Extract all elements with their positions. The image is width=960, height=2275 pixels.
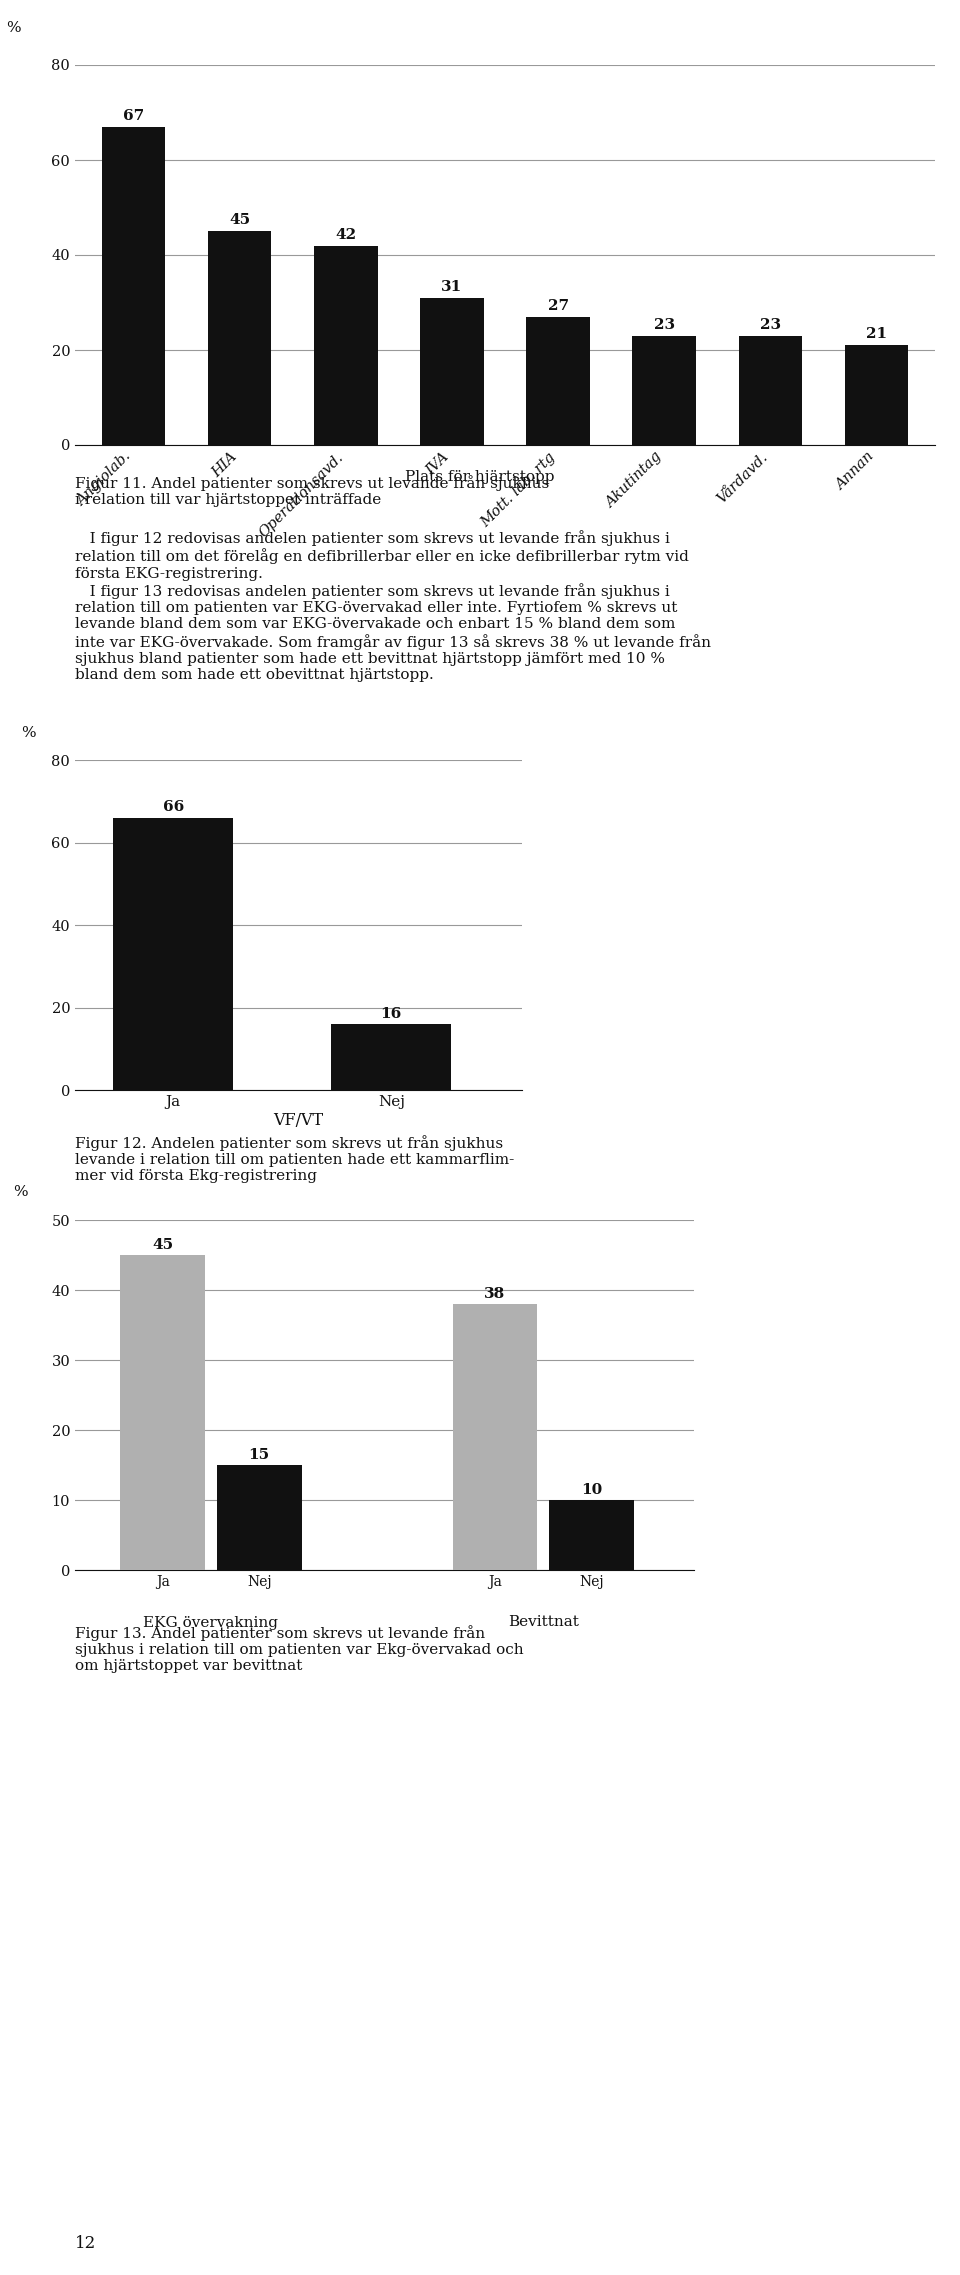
Text: EKG övervakning: EKG övervakning xyxy=(143,1615,278,1629)
Text: 10: 10 xyxy=(581,1483,602,1497)
Bar xyxy=(314,246,377,446)
Text: 12: 12 xyxy=(75,2236,96,2252)
Bar xyxy=(331,1024,451,1090)
Text: 23: 23 xyxy=(760,319,781,332)
Text: Figur 11. Andel patienter som skrevs ut levande från sjukhus
i relation till var: Figur 11. Andel patienter som skrevs ut … xyxy=(75,475,549,507)
Bar xyxy=(102,127,165,446)
Bar xyxy=(845,346,908,446)
Text: %: % xyxy=(13,1185,28,1199)
Text: 27: 27 xyxy=(547,298,568,314)
Text: Bevittnat: Bevittnat xyxy=(508,1615,579,1629)
Text: 45: 45 xyxy=(229,214,251,228)
Text: 38: 38 xyxy=(484,1288,506,1301)
Bar xyxy=(420,298,484,446)
Bar xyxy=(217,1465,301,1570)
Bar xyxy=(633,337,696,446)
Bar xyxy=(120,1256,204,1570)
Text: 42: 42 xyxy=(335,228,356,241)
Text: 45: 45 xyxy=(152,1238,173,1251)
Bar xyxy=(113,817,233,1090)
Text: Figur 12. Andelen patienter som skrevs ut från sjukhus
levande i relation till o: Figur 12. Andelen patienter som skrevs u… xyxy=(75,1135,515,1183)
Bar xyxy=(526,316,590,446)
Text: 21: 21 xyxy=(866,328,887,341)
Bar xyxy=(207,232,272,446)
Text: %: % xyxy=(6,20,21,34)
Text: 16: 16 xyxy=(381,1008,402,1021)
Text: 66: 66 xyxy=(162,801,183,814)
Text: %: % xyxy=(21,726,36,739)
Text: 67: 67 xyxy=(123,109,144,123)
Text: Plats för hjärtstopp: Plats för hjärtstopp xyxy=(405,471,555,485)
Text: I figur 12 redovisas andelen patienter som skrevs ut levande från sjukhus i
rela: I figur 12 redovisas andelen patienter s… xyxy=(75,530,711,682)
Text: Figur 13. Andel patienter som skrevs ut levande från
sjukhus i relation till om : Figur 13. Andel patienter som skrevs ut … xyxy=(75,1624,523,1674)
Bar xyxy=(738,337,803,446)
Text: 23: 23 xyxy=(654,319,675,332)
Bar xyxy=(549,1499,634,1570)
Bar xyxy=(452,1304,538,1570)
Text: 15: 15 xyxy=(249,1449,270,1463)
Text: 31: 31 xyxy=(442,280,463,293)
Text: VF/VT: VF/VT xyxy=(274,1112,324,1128)
